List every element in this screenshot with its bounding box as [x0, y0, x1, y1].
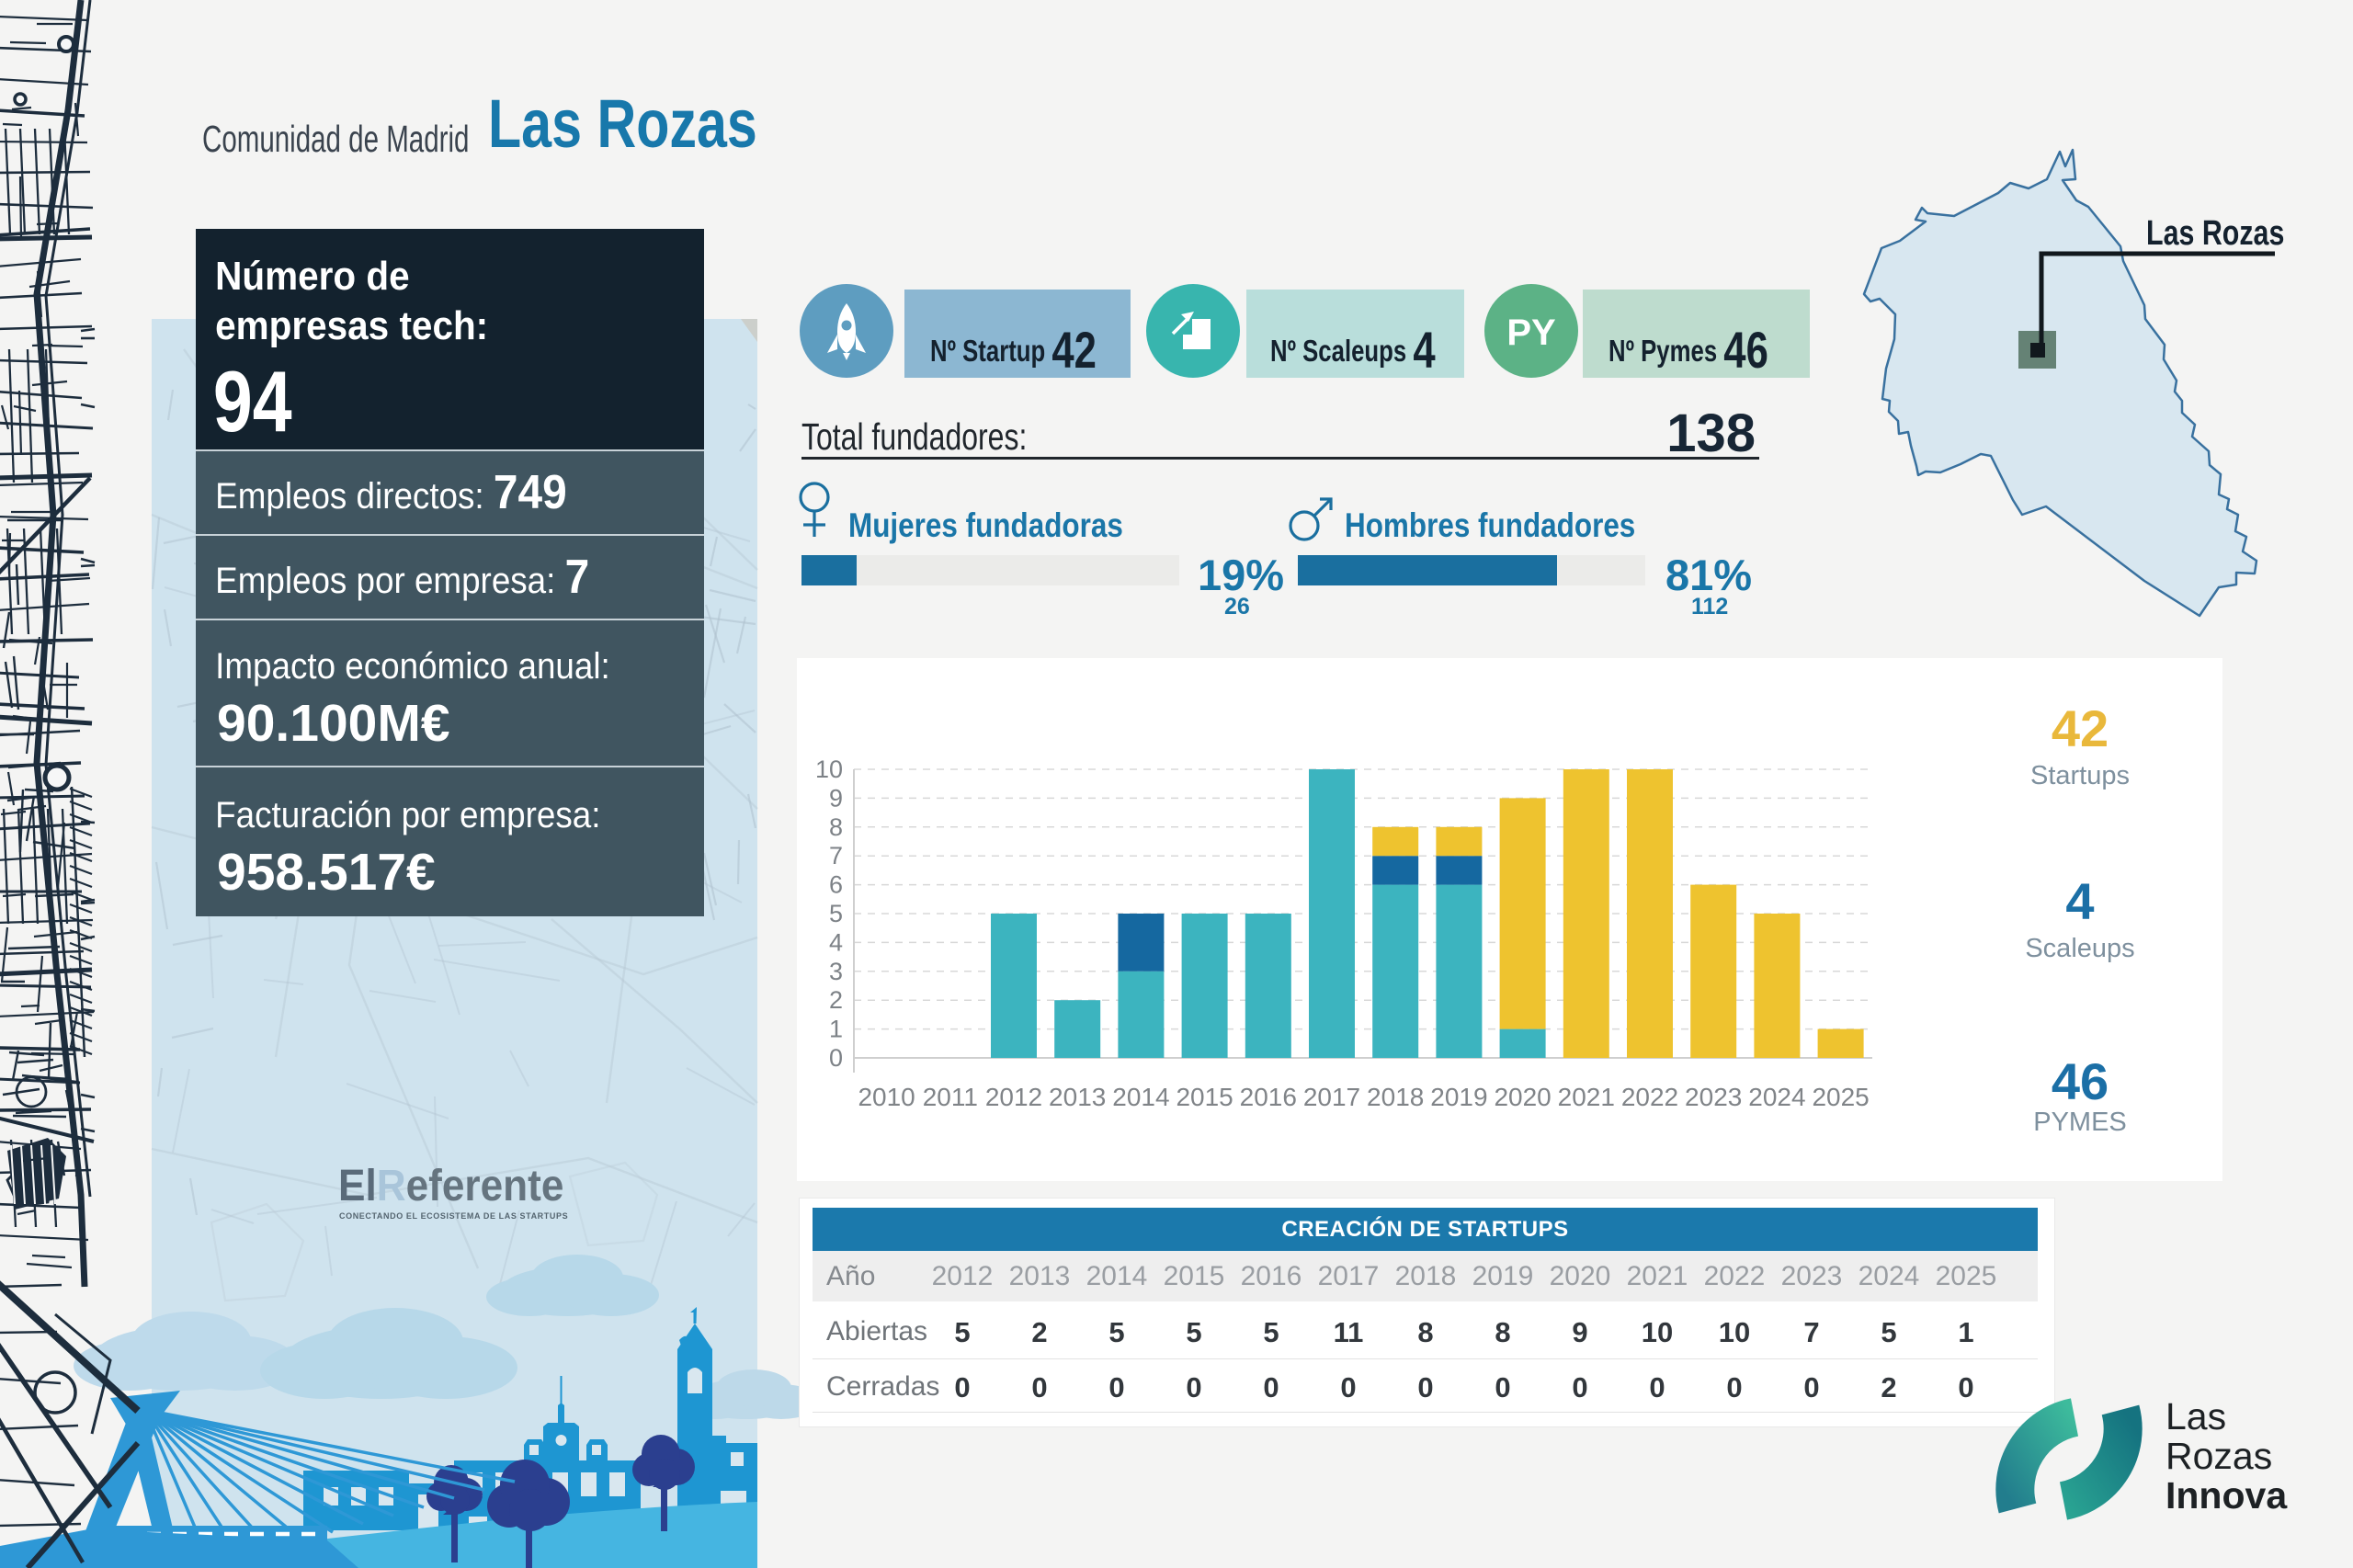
- svg-text:2025: 2025: [1812, 1083, 1869, 1111]
- svg-text:2: 2: [829, 986, 843, 1014]
- svg-text:2022: 2022: [1621, 1083, 1678, 1111]
- svg-text:ElReferente: ElReferente: [338, 1160, 563, 1210]
- svg-text:10: 10: [815, 756, 843, 783]
- svg-text:CONECTANDO EL ECOSISTEMA DE LA: CONECTANDO EL ECOSISTEMA DE LAS STARTUPS: [339, 1211, 568, 1221]
- svg-text:4: 4: [829, 928, 843, 956]
- svg-text:2015: 2015: [1176, 1083, 1233, 1111]
- svg-text:2019: 2019: [1430, 1083, 1487, 1111]
- svg-text:9: 9: [829, 784, 843, 812]
- svg-text:2016: 2016: [1240, 1083, 1297, 1111]
- svg-text:2010: 2010: [858, 1083, 915, 1111]
- svg-text:2024: 2024: [1748, 1083, 1805, 1111]
- svg-text:6: 6: [829, 871, 843, 899]
- svg-text:2014: 2014: [1112, 1083, 1169, 1111]
- svg-text:2020: 2020: [1494, 1083, 1551, 1111]
- svg-text:2012: 2012: [985, 1083, 1042, 1111]
- svg-text:5: 5: [829, 900, 843, 927]
- svg-text:PY: PY: [1506, 312, 1556, 353]
- svg-text:0: 0: [829, 1044, 843, 1072]
- svg-text:7: 7: [829, 842, 843, 869]
- svg-text:2013: 2013: [1049, 1083, 1106, 1111]
- svg-text:8: 8: [829, 813, 843, 841]
- svg-text:2018: 2018: [1367, 1083, 1424, 1111]
- svg-text:3: 3: [829, 958, 843, 985]
- svg-text:2023: 2023: [1685, 1083, 1742, 1111]
- svg-text:2021: 2021: [1558, 1083, 1615, 1111]
- svg-text:2011: 2011: [923, 1083, 978, 1111]
- svg-text:1: 1: [829, 1016, 843, 1043]
- svg-text:2017: 2017: [1303, 1083, 1360, 1111]
